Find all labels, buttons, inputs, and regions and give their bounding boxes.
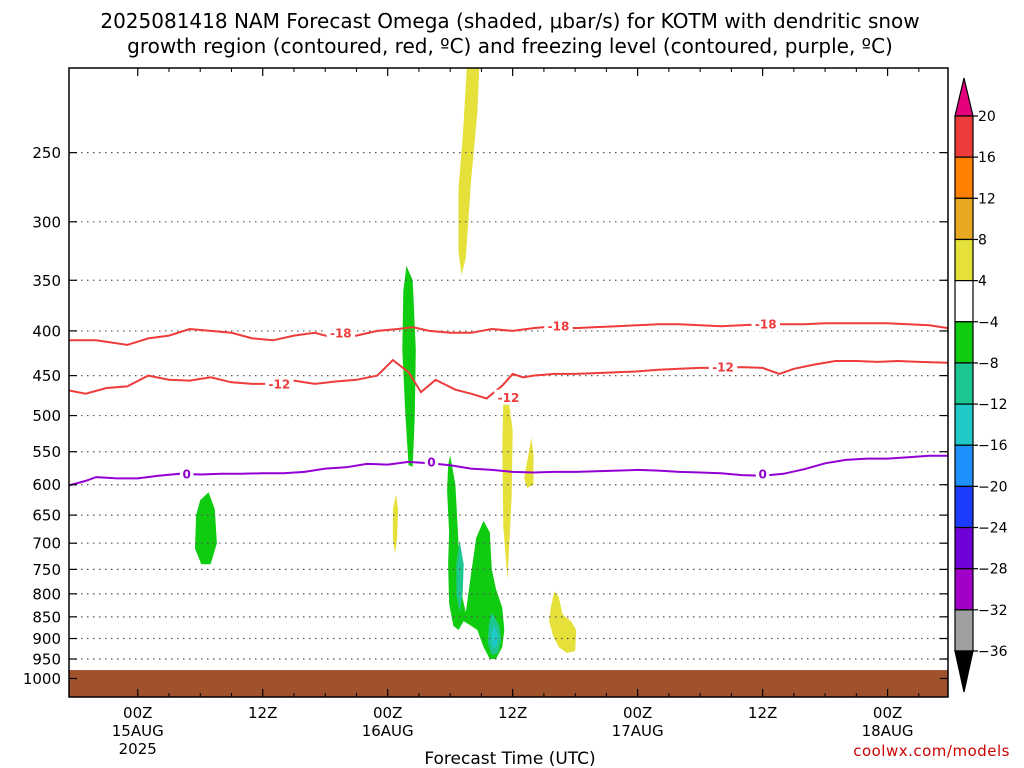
chart-title-line-2: growth region (contoured, red, ºC) and f… — [127, 34, 893, 58]
colorbar-label-9: −20 — [978, 479, 1008, 495]
omega-region-6 — [195, 492, 217, 565]
y-tick-label-750: 750 — [32, 561, 61, 579]
colorbar-label-0: 20 — [978, 109, 996, 125]
y-tick-label-800: 800 — [32, 585, 61, 603]
x-tick-label-0: 00Z — [123, 704, 152, 722]
x-tick-date-2: 16AUG — [362, 722, 414, 740]
omega-region-10 — [490, 625, 499, 649]
y-tick-label-650: 650 — [32, 507, 61, 525]
y-tick-label-950: 950 — [32, 651, 61, 669]
contour-line-minus12 — [69, 358, 948, 400]
omega-region-8 — [456, 540, 464, 613]
colorbar-segment-4 — [954, 238, 974, 282]
colorbar-segment-8 — [954, 403, 974, 446]
y-tick-label-450: 450 — [32, 367, 61, 385]
contour-label-bg — [755, 465, 770, 481]
plot-area: -18 -18 -18 -12 -12 -12 0 0 0 250 300 350 400 450 500 5… — [23, 67, 949, 758]
colorbar-label-12: −32 — [978, 603, 1008, 619]
x-tick-label-6: 00Z — [873, 704, 902, 722]
x-tick-date-4: 17AUG — [612, 722, 664, 740]
omega-region-7 — [447, 455, 505, 659]
x-axis-title: Forecast Time (UTC) — [424, 749, 595, 768]
contour-label-bg — [326, 324, 356, 340]
y-tick-label-500: 500 — [32, 407, 61, 425]
colorbar-segment-1 — [954, 115, 974, 158]
plot-contents: -18 -18 -18 -12 -12 -12 0 0 0 — [69, 68, 948, 697]
colorbar-segment-3 — [954, 197, 974, 241]
colorbar-segment-6 — [954, 321, 974, 364]
colorbar-label-1: 16 — [978, 150, 996, 166]
contour-label-bg — [265, 375, 294, 391]
colorbar-label-11: −28 — [978, 562, 1008, 578]
omega-region-3 — [392, 494, 399, 554]
chart-title-line-1: 2025081418 NAM Forecast Omega (shaded, μ… — [100, 9, 919, 33]
x-tick-label-4: 00Z — [623, 704, 652, 722]
colorbar-segment-13 — [954, 609, 974, 652]
omega-region-5 — [524, 437, 534, 488]
contour-line-minus18 — [69, 322, 948, 346]
contour-label-bg — [544, 318, 573, 334]
contour-label-minus18-1: -18 — [330, 326, 352, 340]
colorbar-label-6: −8 — [978, 356, 999, 372]
colorbar-label-7: −12 — [978, 397, 1008, 413]
y-tick-label-350: 350 — [32, 272, 61, 290]
colorbar-segment-9 — [954, 444, 974, 487]
y-tick-label-700: 700 — [32, 535, 61, 553]
x-tick-label-1: 12Z — [248, 704, 277, 722]
colorbar: 20 16 12 8 4 −4 −8 −12 −16 −20 −24 −28 −32 −36 — [954, 77, 1008, 693]
colorbar-segment-7 — [954, 362, 974, 405]
contour-label-bg — [708, 359, 738, 375]
contour-label-minus18-3: -18 — [755, 318, 777, 332]
colorbar-label-8: −16 — [978, 438, 1008, 454]
y-tick-label-600: 600 — [32, 476, 61, 494]
contour-label-bg — [179, 465, 194, 481]
colorbar-label-3: 8 — [978, 232, 987, 248]
plot-frame — [68, 67, 949, 698]
colorbar-segment-12 — [954, 568, 974, 611]
contour-label-minus12-1: -12 — [269, 377, 291, 391]
colorbar-segment-10 — [954, 485, 974, 529]
contour-label-minus18-2: -18 — [548, 320, 570, 334]
y-tick-label-850: 850 — [32, 608, 61, 626]
y-tick-label-400: 400 — [32, 322, 61, 340]
y-tick-label-550: 550 — [32, 443, 61, 461]
omega-region-4 — [502, 392, 513, 580]
contour-label-minus12-3: -12 — [712, 361, 734, 375]
colorbar-segment-5 — [954, 280, 974, 323]
x-tick-label-3: 12Z — [498, 704, 527, 722]
colorbar-label-13: −36 — [978, 644, 1008, 660]
colorbar-label-5: −4 — [978, 315, 999, 331]
colorbar-label-4: 4 — [978, 274, 987, 290]
y-tick-label-900: 900 — [32, 630, 61, 648]
x-tick-date-6: 18AUG — [862, 722, 914, 740]
omega-region-1 — [458, 68, 480, 275]
omega-region-11 — [549, 591, 577, 653]
contour-line-0 — [69, 454, 948, 487]
contour-label-0-1: 0 — [183, 467, 191, 481]
y-tick-label-300: 300 — [32, 213, 61, 231]
x-tick-label-5: 12Z — [748, 704, 777, 722]
x-tick-year-0: 2025 — [119, 740, 157, 758]
x-tick-label-2: 00Z — [373, 704, 402, 722]
contour-label-bg — [494, 389, 523, 405]
contour-label-0-3: 0 — [758, 467, 766, 481]
colorbar-segment-2 — [954, 156, 974, 199]
y-tick-label-250: 250 — [32, 144, 61, 162]
credit-text: coolwx.com/models — [853, 742, 1010, 760]
x-tick-date-0: 15AUG — [112, 722, 164, 740]
contour-label-bg — [751, 316, 780, 332]
colorbar-label-2: 12 — [978, 191, 996, 207]
colorbar-label-10: −24 — [978, 521, 1008, 537]
omega-region-2 — [402, 265, 416, 467]
ground-surface — [69, 670, 948, 697]
contour-label-0-2: 0 — [427, 455, 435, 469]
colorbar-segment-11 — [954, 526, 974, 570]
colorbar-bottom-arrow — [954, 650, 974, 693]
colorbar-top-arrow — [954, 77, 974, 117]
contour-label-bg — [424, 453, 439, 469]
y-tick-label-1000: 1000 — [23, 670, 61, 688]
contour-label-minus12-2: -12 — [498, 391, 520, 405]
